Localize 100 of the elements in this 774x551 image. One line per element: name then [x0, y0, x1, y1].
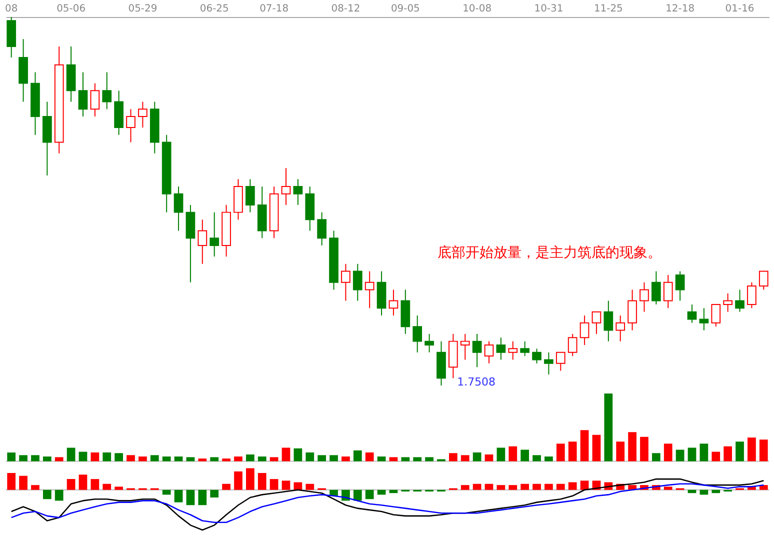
bar — [270, 479, 278, 490]
candlestick — [341, 263, 350, 302]
bar — [162, 456, 171, 462]
candlestick — [592, 311, 602, 334]
bar — [712, 490, 720, 494]
candlestick — [568, 333, 578, 357]
bar — [472, 452, 482, 462]
candlestick — [472, 333, 482, 368]
bar — [664, 486, 672, 490]
bar — [604, 394, 613, 462]
candlestick — [293, 178, 303, 206]
bar — [377, 456, 386, 462]
bar — [31, 455, 40, 462]
bar — [401, 457, 410, 462]
bar — [532, 455, 541, 462]
candlestick — [735, 289, 744, 312]
bar — [580, 430, 589, 462]
bar — [102, 452, 112, 462]
bar — [592, 434, 601, 462]
bar — [556, 484, 565, 490]
bar — [616, 442, 625, 462]
bar — [413, 457, 422, 462]
bar — [330, 455, 338, 462]
candlestick — [699, 308, 709, 331]
bar — [365, 452, 374, 462]
candlestick — [711, 304, 721, 328]
candlestick — [556, 352, 566, 372]
bar — [556, 444, 565, 462]
candlestick — [210, 212, 220, 258]
bar — [484, 484, 494, 490]
candlestick — [508, 340, 518, 360]
bar — [66, 479, 76, 490]
bar — [759, 440, 768, 462]
bar — [162, 490, 171, 495]
x-tick-label: 05-06 — [56, 3, 86, 14]
bar — [342, 456, 350, 462]
bar — [222, 458, 230, 462]
x-tick-label: 07-18 — [260, 3, 289, 14]
bar — [114, 453, 123, 462]
bar — [114, 486, 123, 490]
bar — [102, 484, 112, 490]
candlestick — [616, 315, 626, 342]
bar — [210, 457, 219, 462]
bar — [258, 473, 266, 490]
candlestick — [663, 274, 673, 309]
x-tick-label: 06-25 — [200, 3, 229, 14]
bar — [31, 485, 40, 490]
bar — [460, 485, 470, 490]
candlestick — [198, 219, 208, 264]
candlestick — [628, 289, 637, 331]
candlestick — [90, 82, 100, 117]
x-tick-label: 05-29 — [128, 3, 158, 14]
candlestick — [364, 270, 374, 309]
bar — [544, 484, 553, 490]
annotation: 1.7508 — [457, 376, 496, 389]
candlestick — [352, 263, 362, 302]
bar — [496, 448, 506, 462]
bar — [568, 482, 577, 490]
candlestick — [758, 270, 768, 290]
bar — [222, 484, 230, 490]
bar — [580, 480, 589, 490]
bar — [234, 471, 242, 490]
bar — [652, 453, 660, 462]
bar — [496, 485, 506, 490]
bar — [628, 432, 636, 462]
bar — [138, 456, 147, 462]
candlestick — [675, 270, 685, 302]
bar — [520, 484, 529, 490]
bar — [700, 444, 708, 462]
bar — [508, 485, 518, 490]
bar — [544, 456, 553, 462]
bar — [282, 448, 290, 462]
bar — [712, 452, 720, 462]
candlestick — [544, 352, 554, 375]
x-tick-label: 08 — [5, 3, 18, 14]
x-tick-label: 11-25 — [594, 3, 623, 14]
candlestick — [723, 292, 732, 312]
bar — [78, 452, 88, 462]
candlestick — [520, 340, 530, 357]
bar — [7, 452, 16, 462]
bar — [389, 490, 398, 494]
candlestick — [532, 348, 542, 364]
bar — [736, 442, 744, 462]
bar — [353, 450, 362, 462]
bar — [90, 479, 100, 490]
bar — [520, 450, 529, 462]
bar — [78, 474, 88, 490]
bar — [174, 456, 183, 462]
bar — [150, 455, 159, 462]
x-tick-label: 09-05 — [390, 3, 420, 14]
candlestick — [651, 270, 661, 305]
candlestick — [640, 282, 649, 312]
bar — [258, 456, 266, 462]
bar — [472, 484, 482, 490]
bar — [688, 448, 696, 462]
x-tick-label: 12-18 — [666, 3, 695, 14]
bar — [724, 446, 732, 462]
bar — [688, 490, 696, 494]
candlestick — [496, 337, 506, 360]
bar — [42, 490, 52, 500]
